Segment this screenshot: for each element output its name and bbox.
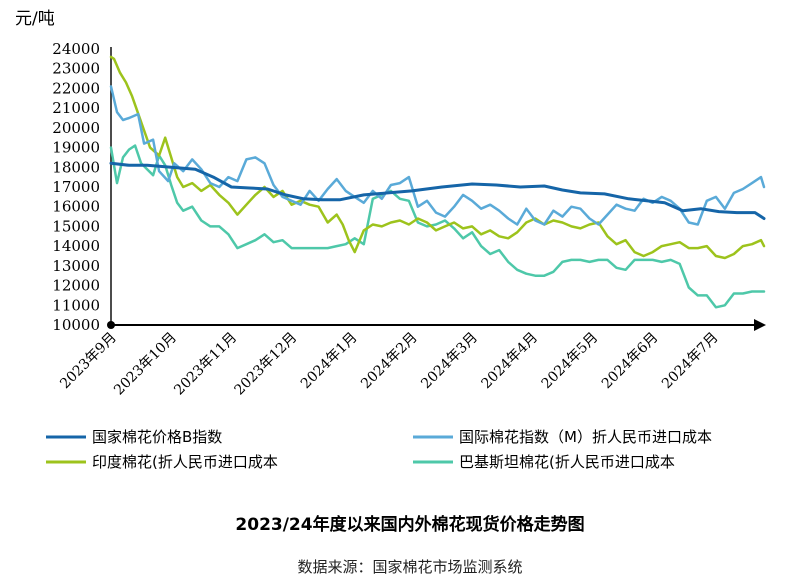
- y-tick-label: 24000: [52, 40, 100, 58]
- y-tick-label: 23000: [52, 60, 100, 78]
- x-tick-label: 2024年5月: [539, 330, 602, 393]
- y-tick-label: 13000: [52, 257, 100, 275]
- y-tick-label: 17000: [52, 178, 100, 196]
- x-tick-label: 2023年11月: [171, 330, 240, 399]
- x-tick-label: 2023年10月: [111, 330, 180, 399]
- series-line-pakistan-cotton: [109, 144, 766, 309]
- y-tick-label: 19000: [52, 139, 100, 157]
- x-axis: 2023年9月2023年10月2023年11月2023年12月2024年1月20…: [57, 319, 766, 398]
- x-tick-label: 2024年7月: [659, 330, 722, 393]
- legend-label-intl-m-index: 国际棉花指数（M）折人民币进口成本: [459, 428, 712, 446]
- series-line-china-b-index: [109, 161, 766, 220]
- y-tick-label: 15000: [52, 217, 100, 235]
- y-tick-label: 22000: [52, 79, 100, 97]
- y-tick-label: 16000: [52, 198, 100, 216]
- x-tick-label: 2024年4月: [479, 330, 542, 393]
- x-tick-label: 2024年1月: [298, 330, 361, 393]
- x-axis-arrow: [754, 319, 766, 331]
- y-tick-label: 14000: [52, 237, 100, 255]
- series-line-india-cotton: [109, 55, 766, 260]
- legend-label-pakistan-cotton: 巴基斯坦棉花(折人民币进口成本: [459, 453, 675, 471]
- y-tick-label: 10000: [52, 316, 100, 334]
- y-tick-label: 12000: [52, 277, 100, 295]
- chart-source: 数据来源：国家棉花市场监测系统: [297, 558, 522, 576]
- y-tick-label: 18000: [52, 158, 100, 176]
- legend-label-china-b-index: 国家棉花价格B指数: [92, 428, 222, 446]
- chart-title: 2023/24年度以来国内外棉花现货价格走势图: [235, 514, 584, 535]
- x-tick-label: 2023年12月: [231, 330, 300, 399]
- y-tick-label: 21000: [52, 99, 100, 117]
- x-tick-label: 2024年3月: [418, 330, 481, 393]
- series-line-intl-m-index: [109, 85, 766, 226]
- x-tick-label: 2024年6月: [599, 330, 662, 393]
- legend-label-india-cotton: 印度棉花(折人民币进口成本: [92, 453, 278, 471]
- series-lines: [109, 55, 766, 309]
- y-tick-label: 11000: [52, 296, 100, 314]
- y-tick-label: 20000: [52, 119, 100, 137]
- y-axis-unit: 元/吨: [15, 9, 55, 29]
- x-tick-label: 2023年9月: [57, 330, 120, 393]
- x-tick-label: 2024年2月: [358, 330, 421, 393]
